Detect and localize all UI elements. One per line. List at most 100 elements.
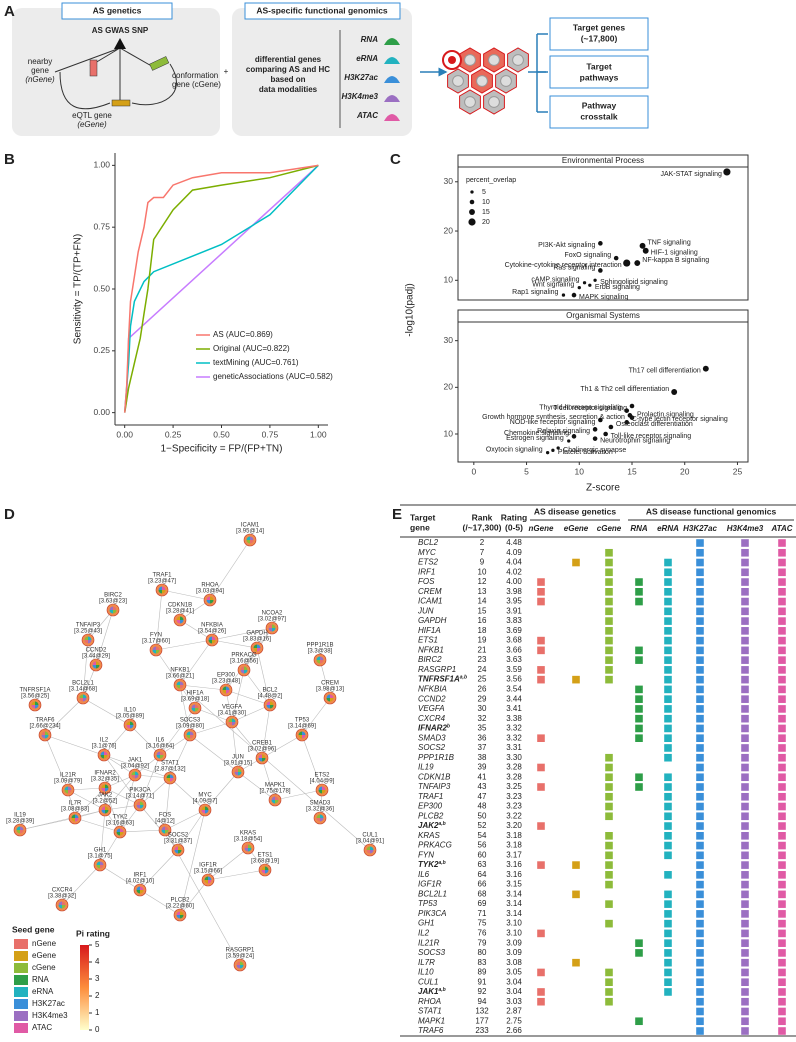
evidence-cell <box>664 744 672 752</box>
point <box>623 259 631 267</box>
edge <box>44 697 84 736</box>
node-name: IRF1 <box>133 873 147 879</box>
title-frame <box>244 2 401 20</box>
evidence-cell <box>664 734 672 742</box>
evidence-cell <box>741 880 749 889</box>
seed-wedge <box>161 826 165 830</box>
evidence-cell <box>696 617 704 625</box>
node-rating: [3.17@60] <box>142 639 170 645</box>
gene-name: ETS2 <box>418 558 439 567</box>
node-name: SOCS3 <box>180 718 201 724</box>
node-name: PPP1R1B <box>306 643 333 649</box>
rating: 3.98 <box>506 587 522 596</box>
size-legend-dot <box>470 190 474 194</box>
colorbar-label: 2 <box>95 991 100 1000</box>
gene-name: SOCS3 <box>418 948 446 957</box>
point-label: C-type lectin receptor signaling <box>632 416 728 423</box>
hexagon-node <box>500 75 512 87</box>
seed-wedge <box>136 805 140 809</box>
rating: 3.41 <box>506 704 522 713</box>
seed-wedge <box>100 865 104 869</box>
gene-name: IL10 <box>418 968 434 977</box>
evidence-cell <box>778 646 786 655</box>
node-rating: [3.23@47] <box>148 579 176 585</box>
evidence-cell <box>537 968 545 977</box>
evidence-cell <box>664 890 672 899</box>
seed-wedge <box>302 731 306 735</box>
legend-label: eGene <box>32 951 57 960</box>
point-label: Estrogen signaling <box>506 435 564 442</box>
evidence-cell <box>664 627 672 635</box>
node-rating: [4.02@10] <box>126 879 154 885</box>
point-label: T cell receptor signaling <box>553 405 627 412</box>
evidence-cell <box>664 802 672 811</box>
evidence-cell <box>605 568 613 577</box>
legend-title: Seed gene <box>12 924 55 934</box>
seed-wedge <box>165 830 169 834</box>
evidence-cell <box>635 773 643 782</box>
evidence-cell <box>741 734 749 742</box>
evidence-cell <box>696 968 704 977</box>
evidence-cell <box>696 763 704 772</box>
ngene-label: (nGene) <box>25 75 55 84</box>
node-rating: [2.75@178] <box>259 789 290 795</box>
seed-wedge <box>208 876 212 880</box>
rating: 3.16 <box>506 870 522 879</box>
gene-name: CXCR4 <box>418 714 446 723</box>
seed-wedge <box>240 961 244 965</box>
evidence-cell <box>572 675 580 684</box>
evidence-cell <box>778 939 786 947</box>
legend-label: ATAC <box>32 1023 52 1032</box>
edge <box>82 697 131 726</box>
rating: 3.44 <box>506 694 522 703</box>
evidence-cell <box>537 636 545 645</box>
x-tick-label: 0.00 <box>116 429 133 439</box>
seed-wedge <box>166 774 170 778</box>
edge <box>139 889 181 916</box>
edge <box>67 789 106 811</box>
egene-icon <box>111 99 131 107</box>
seed-wedge <box>272 624 276 628</box>
seed-wedge <box>228 718 232 722</box>
rating: 3.28 <box>506 763 522 772</box>
evidence-cell <box>741 724 749 733</box>
edge <box>87 609 114 641</box>
evidence-cell <box>778 763 786 772</box>
node-name: CXCR4 <box>52 888 73 894</box>
evidence-cell <box>778 958 786 967</box>
legend-label: eRNA <box>32 987 54 996</box>
seed-wedge <box>176 685 180 689</box>
seed-wedge <box>271 796 275 800</box>
gene-name: SOCS2 <box>418 743 446 752</box>
evidence-cell <box>696 997 704 1006</box>
seed-wedge <box>116 828 120 832</box>
rating: 3.14 <box>506 909 522 918</box>
gene-note: a,b <box>438 821 445 827</box>
legend-swatch <box>14 939 28 949</box>
node-name: IL7R <box>69 801 82 807</box>
rank: 25 <box>478 675 487 684</box>
seed-wedge <box>298 731 302 735</box>
node-rating: [3.31@37] <box>164 839 192 845</box>
node-name: STAT1 <box>161 761 179 767</box>
node-rating: [3.25@43] <box>74 629 102 635</box>
point <box>639 242 646 249</box>
evidence-cell <box>664 685 672 694</box>
rating: 3.22 <box>506 811 522 820</box>
facet-title: Organismal Systems <box>566 311 640 320</box>
evidence-cell <box>741 656 749 664</box>
rank: 21 <box>478 645 487 654</box>
seed-wedge <box>64 790 68 794</box>
x-tick-label: 0.25 <box>165 429 182 439</box>
output-box <box>549 17 649 51</box>
rating: 3.16 <box>506 860 522 869</box>
hexagon-node <box>488 54 500 66</box>
seed-wedge <box>272 628 276 632</box>
seed-wedge <box>326 694 330 698</box>
seed-wedge <box>232 718 236 722</box>
seed-wedge <box>302 735 306 739</box>
seed-wedge <box>35 705 39 709</box>
pi-colorbar <box>80 945 89 1030</box>
gene-name: STAT1 <box>418 1007 442 1016</box>
rank: 56 <box>478 841 487 850</box>
